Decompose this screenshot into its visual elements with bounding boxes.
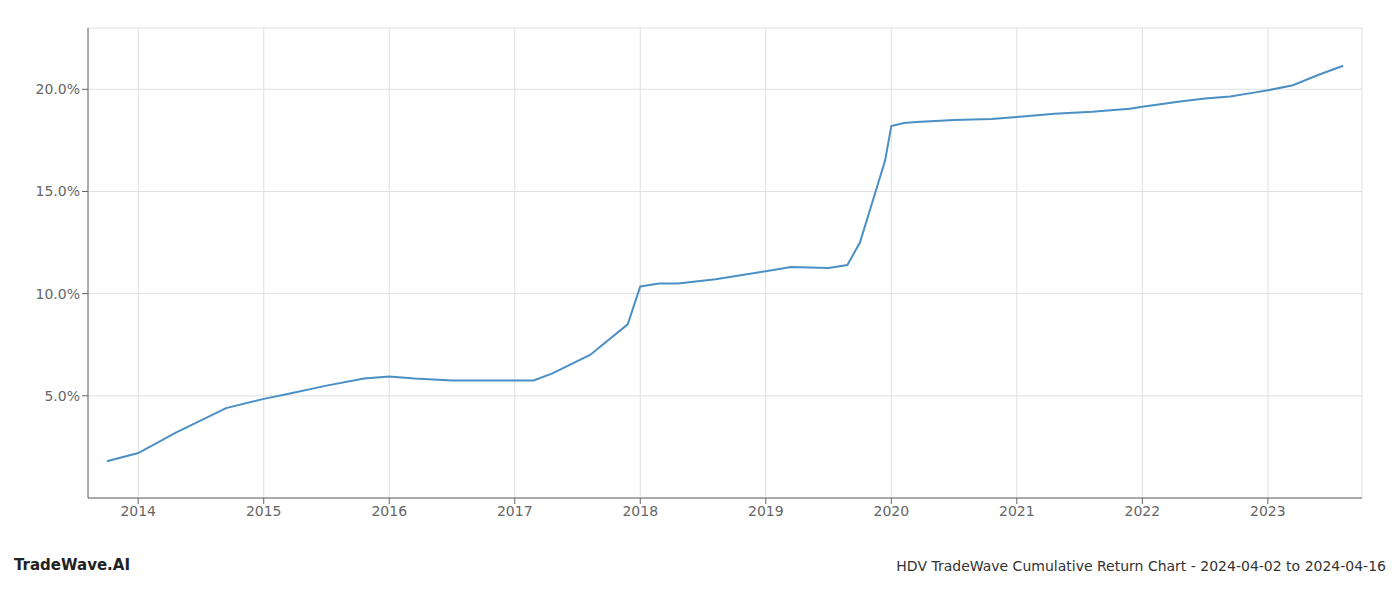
svg-text:5.0%: 5.0%	[44, 388, 80, 404]
html-text:TradeWave.AI: TradeWave.AI	[14, 556, 130, 574]
svg-text:2019: 2019	[748, 503, 784, 519]
svg-text:2023: 2023	[1250, 503, 1286, 519]
svg-text:2015: 2015	[246, 503, 282, 519]
svg-text:2022: 2022	[1125, 503, 1161, 519]
svg-text:2021: 2021	[999, 503, 1035, 519]
svg-text:2018: 2018	[622, 503, 658, 519]
html-text:HDV TradeWave Cumulative Retur: HDV TradeWave Cumulative Return Chart - …	[896, 558, 1386, 574]
svg-text:10.0%: 10.0%	[36, 286, 80, 302]
svg-text:2016: 2016	[371, 503, 407, 519]
svg-text:2020: 2020	[873, 503, 909, 519]
svg-text:20.0%: 20.0%	[36, 81, 80, 97]
svg-text:15.0%: 15.0%	[36, 183, 80, 199]
svg-text:2017: 2017	[497, 503, 533, 519]
svg-text:2014: 2014	[120, 503, 156, 519]
